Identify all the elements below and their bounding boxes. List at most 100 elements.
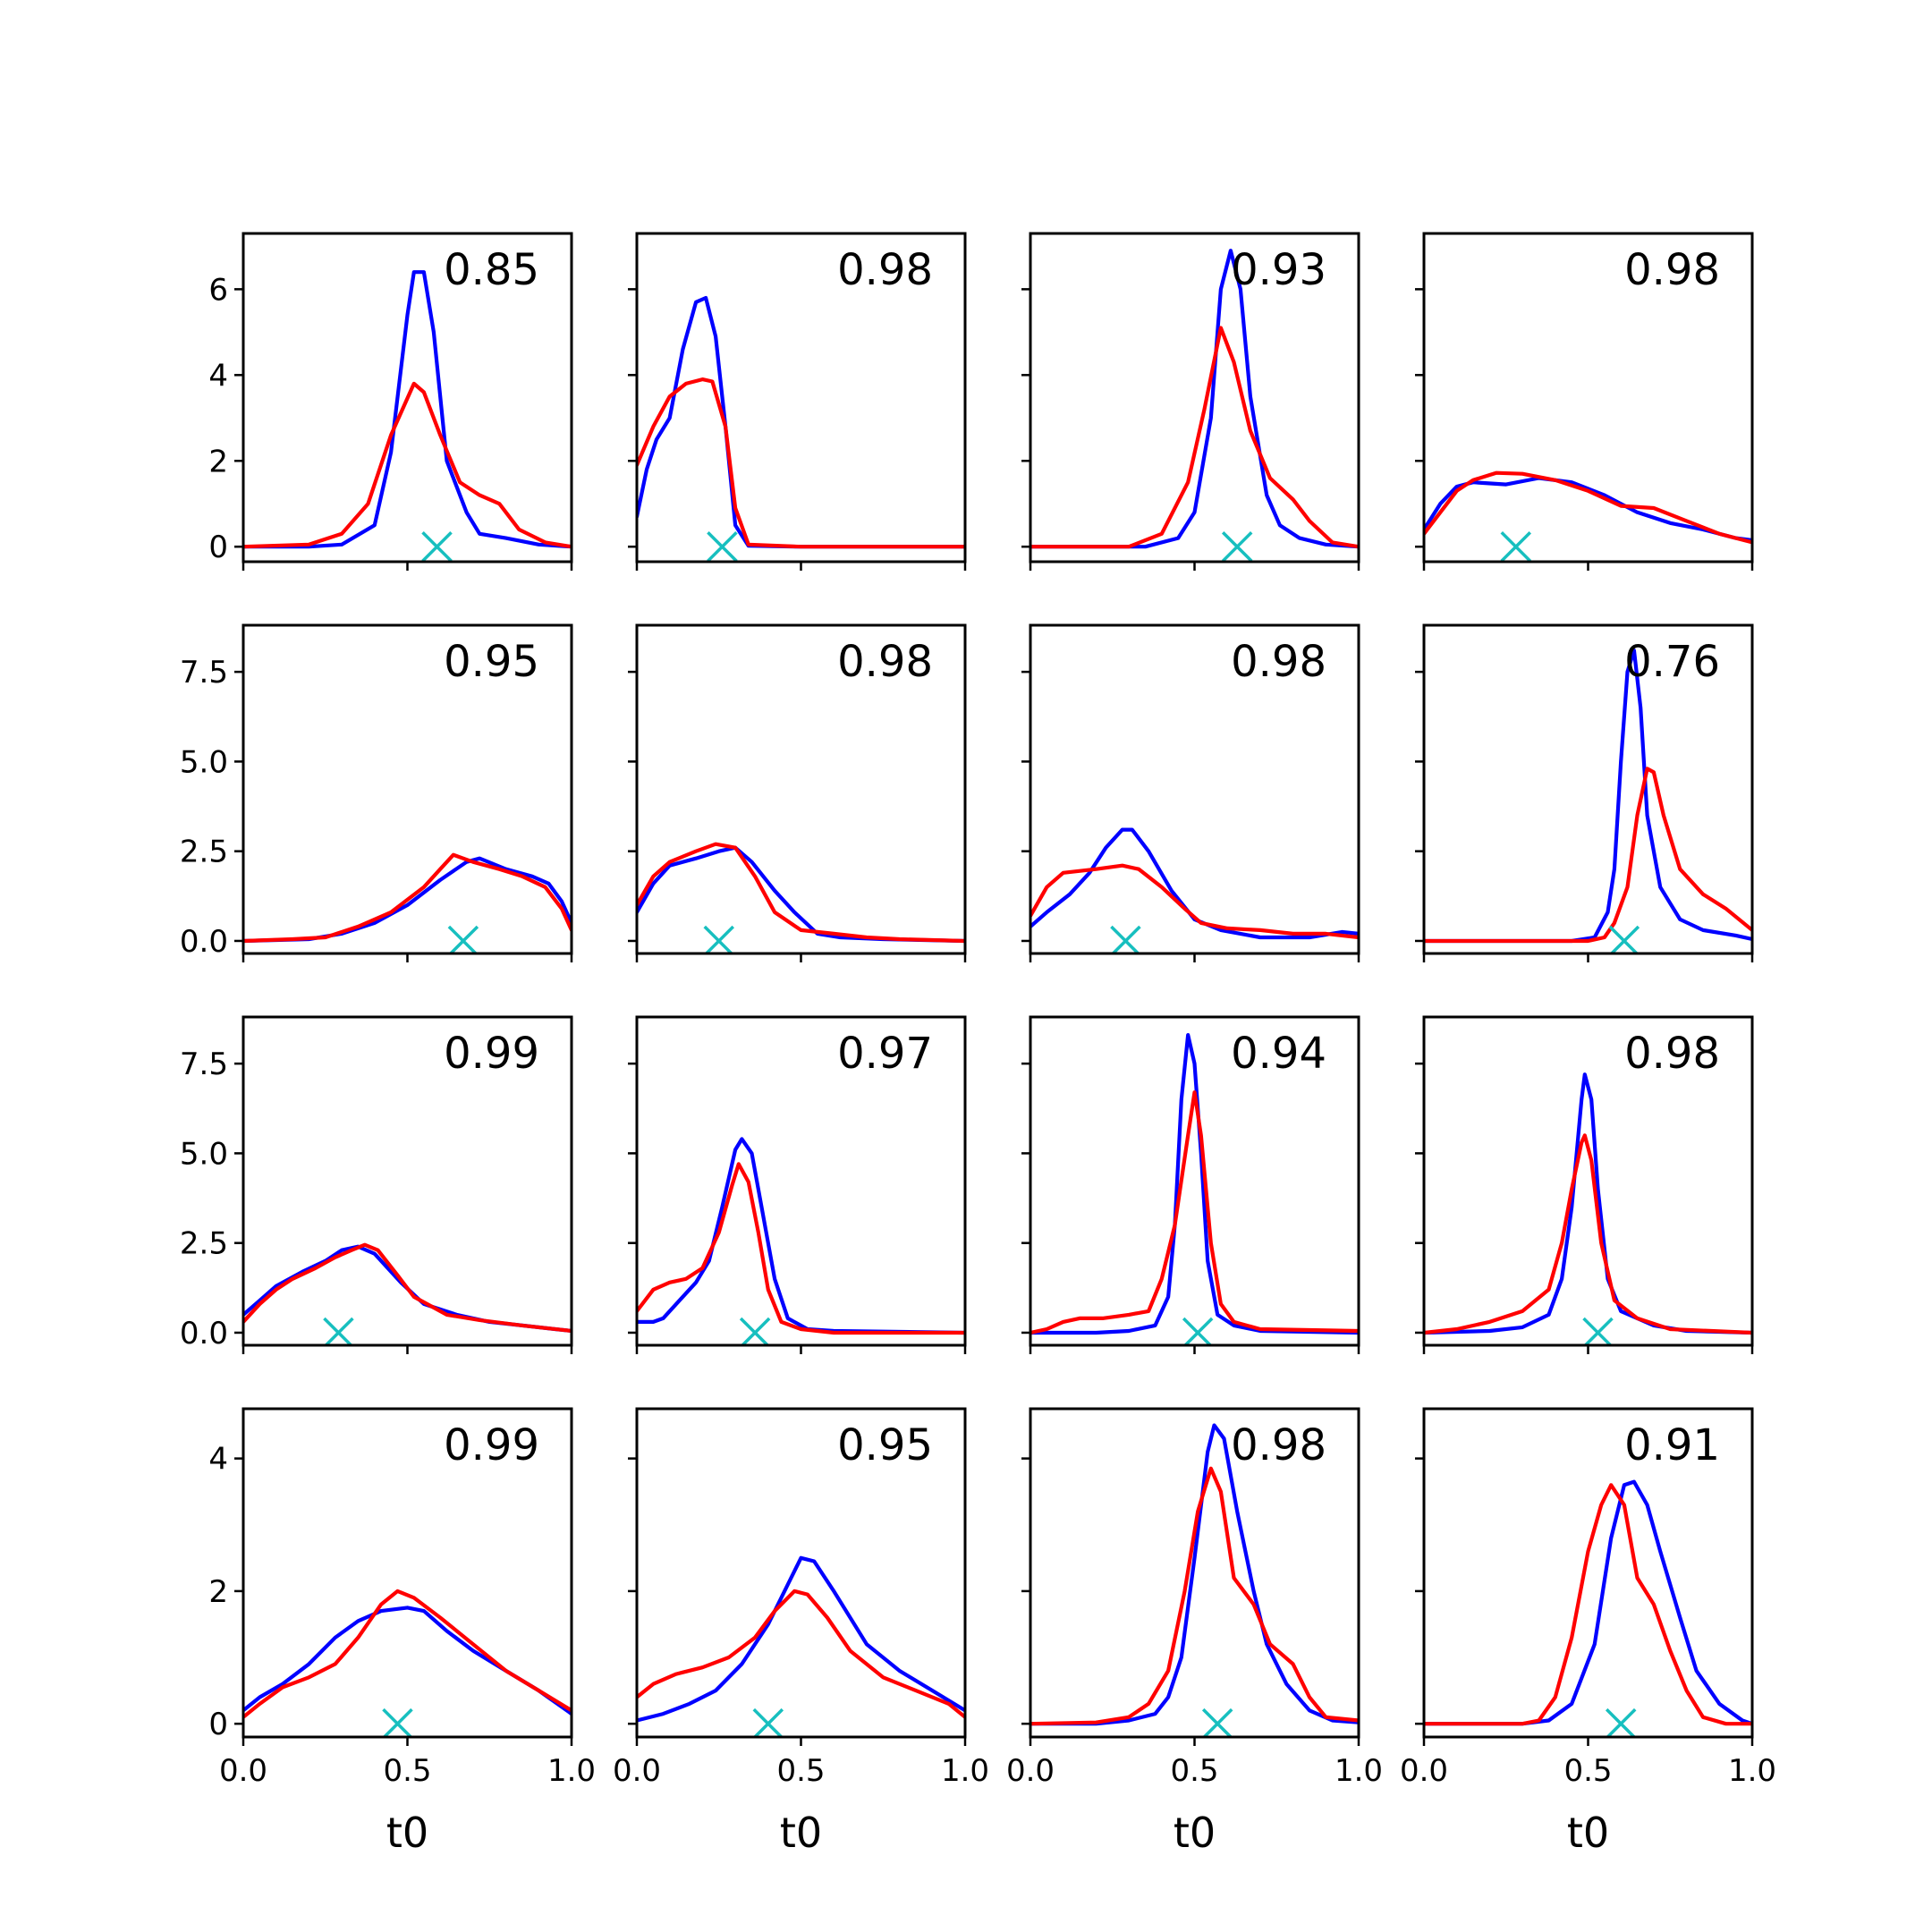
- series-blue-line: [243, 1606, 572, 1716]
- y-tick-label: 5.0: [180, 1136, 228, 1172]
- true-value-marker: [447, 925, 479, 953]
- true-value-marker: [1182, 1317, 1214, 1345]
- series-group: [243, 270, 572, 562]
- series-red-line: [243, 1589, 572, 1719]
- series-group: [1030, 249, 1359, 562]
- x-tick-label: 0.5: [1170, 1753, 1218, 1789]
- subplot-1-1: 0 2 4 6 0.85: [208, 232, 573, 571]
- x-axis-label: t0: [386, 1809, 428, 1857]
- marker-stroke: [448, 925, 479, 953]
- series-group: [1424, 1479, 1752, 1737]
- true-value-marker: [1221, 530, 1253, 562]
- series-red-line: [243, 381, 572, 549]
- marker-stroke: [707, 530, 738, 562]
- y-tick-label: 5.0: [180, 744, 228, 780]
- marker-stroke: [752, 1707, 784, 1737]
- marker-stroke: [1609, 925, 1640, 953]
- series-blue-line: [637, 1137, 965, 1335]
- series-group: [243, 1242, 572, 1345]
- series-group: [243, 852, 572, 953]
- panel-value-label: 0.95: [837, 1420, 933, 1470]
- y-tick-label: 7.5: [180, 655, 228, 691]
- x-tick-label: 0.0: [1400, 1753, 1448, 1789]
- series-blue-line: [1424, 1479, 1752, 1726]
- panel-value-label: 0.93: [1231, 245, 1326, 295]
- y-tick-label: 0: [208, 530, 228, 565]
- series-red-line: [1424, 1133, 1752, 1335]
- panel-value-label: 0.94: [1231, 1029, 1326, 1079]
- series-red-line: [1424, 767, 1752, 944]
- true-value-marker: [1110, 925, 1141, 953]
- series-blue-line: [637, 845, 965, 944]
- panel-value-label: 0.99: [444, 1420, 539, 1470]
- panel-value-label: 0.98: [1231, 1420, 1326, 1470]
- true-value-marker: [323, 1317, 354, 1345]
- marker-stroke: [1201, 1707, 1233, 1737]
- true-value-marker: [382, 1707, 413, 1737]
- marker-stroke: [1582, 1317, 1614, 1345]
- marker-stroke: [1110, 925, 1141, 953]
- series-group: [637, 1137, 965, 1345]
- subplot-2-1: 0.0 2.5 5.0 7.5 0.95: [180, 623, 573, 962]
- panel-value-label: 0.99: [444, 1029, 539, 1079]
- x-axis-label: t0: [780, 1809, 822, 1857]
- series-group: [1030, 827, 1359, 953]
- series-blue-line: [1030, 249, 1359, 549]
- panel-value-label: 0.98: [837, 637, 933, 687]
- series-blue-line: [1424, 1072, 1752, 1335]
- subplot-1-4: 0.98: [1415, 232, 1754, 571]
- series-red-line: [1424, 1483, 1752, 1726]
- series-red-line: [243, 852, 572, 944]
- true-value-marker: [703, 925, 734, 953]
- series-red-line: [1030, 863, 1359, 940]
- x-axis-label: t0: [1567, 1809, 1609, 1857]
- y-tick-label: 2.5: [180, 1226, 228, 1262]
- true-value-marker: [1582, 1317, 1614, 1345]
- x-axis-label: t0: [1174, 1809, 1216, 1857]
- x-tick-label: 1.0: [1335, 1753, 1383, 1789]
- true-value-marker: [752, 1707, 784, 1737]
- subplot-4-3: 0.0 0.5 1.0 0.98 t0: [1006, 1407, 1383, 1857]
- x-tick-label: 0.0: [613, 1753, 661, 1789]
- marker-stroke: [421, 530, 453, 562]
- true-value-marker: [1608, 925, 1640, 953]
- panel-value-label: 0.85: [444, 245, 539, 295]
- subplot-3-4: 0.98: [1415, 1015, 1754, 1354]
- series-red-line: [1030, 1466, 1359, 1726]
- subplot-4-2: 0.0 0.5 1.0 0.95 t0: [613, 1407, 989, 1857]
- subplot-2-2: 0.98: [628, 623, 967, 962]
- series-group: [243, 1589, 572, 1737]
- series-blue-line: [1424, 648, 1752, 944]
- panel-value-label: 0.97: [837, 1029, 933, 1079]
- panel-value-label: 0.98: [1231, 637, 1326, 687]
- marker-stroke: [1221, 530, 1253, 562]
- panel-value-label: 0.91: [1624, 1420, 1720, 1470]
- series-red-line: [1030, 326, 1359, 549]
- panel-value-label: 0.98: [837, 245, 933, 295]
- series-red-line: [637, 377, 965, 549]
- series-group: [1030, 1423, 1359, 1737]
- subplot-2-4: 0.76: [1415, 623, 1754, 962]
- series-group: [1424, 470, 1752, 562]
- x-tick-label: 0.5: [383, 1753, 431, 1789]
- x-tick-label: 1.0: [1728, 1753, 1776, 1789]
- x-tick-label: 0.0: [219, 1753, 267, 1789]
- series-blue-line: [1030, 827, 1359, 940]
- panel-value-label: 0.76: [1624, 637, 1720, 687]
- x-tick-label: 0.0: [1006, 1753, 1055, 1789]
- marker-stroke: [740, 1317, 771, 1345]
- series-blue-line: [1030, 1032, 1359, 1335]
- subplot-2-3: 0.98: [1021, 623, 1360, 962]
- subplot-3-2: 0.97: [628, 1015, 967, 1354]
- subplot-1-3: 0.93: [1021, 232, 1360, 571]
- subplot-1-2: 0.98: [628, 232, 967, 571]
- panel-value-label: 0.95: [444, 637, 539, 687]
- series-red-line: [637, 842, 965, 944]
- true-value-marker: [1605, 1707, 1637, 1737]
- true-value-marker: [421, 530, 453, 562]
- true-value-marker: [1500, 530, 1531, 562]
- x-tick-label: 1.0: [547, 1753, 596, 1789]
- y-tick-label: 0: [208, 1707, 228, 1742]
- y-tick-label: 0.0: [180, 1316, 228, 1352]
